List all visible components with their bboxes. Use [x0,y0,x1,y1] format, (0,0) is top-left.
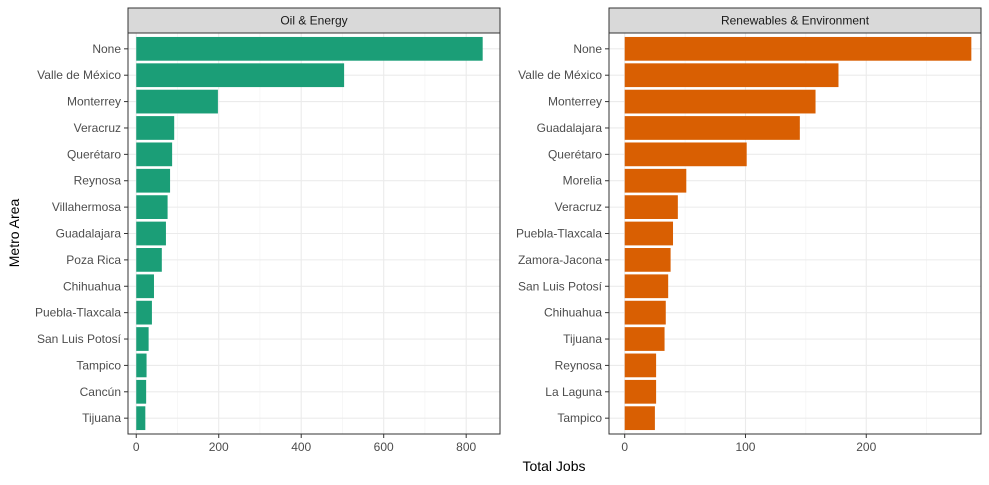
bar [624,327,665,351]
x-tick-label: 0 [621,440,628,454]
y-tick-label: Puebla-Tlaxcala [516,227,602,241]
bar [136,327,149,351]
bar [624,36,972,61]
y-tick-label: Morelia [563,174,603,188]
y-tick-label: Tijuana [82,411,121,425]
y-tick-label: Monterrey [548,95,602,109]
x-tick-label: 200 [209,440,229,454]
bar [624,274,669,299]
y-tick-label: Zamora-Jacona [518,253,602,267]
y-tick-label: Tampico [76,358,121,372]
y-tick-label: None [573,42,602,56]
bar [136,353,147,378]
y-tick-label: None [92,42,121,56]
y-tick-label: Puebla-Tlaxcala [35,306,121,320]
x-tick-label: 600 [374,440,394,454]
x-tick-label: 100 [735,440,755,454]
bar [624,63,839,88]
panel-2-strip [608,7,982,34]
bar [624,195,678,219]
bar [136,274,154,299]
y-axis-title: Metro Area [6,199,22,268]
bar [624,379,657,404]
y-tick-label: San Luis Potosí [518,279,603,293]
bar [136,221,166,246]
x-tick-label: 0 [133,440,140,454]
y-tick-label: Querétaro [67,147,121,161]
bar [624,248,671,272]
y-tick-label: Cancún [80,385,121,399]
panel-title: Oil & Energy [280,14,347,28]
bar [624,116,800,140]
panel-1-strip [127,7,501,34]
y-tick-label: La Laguna [545,385,602,399]
y-tick-label: Guadalajara [537,121,603,135]
y-tick-label: Chihuahua [544,306,602,320]
y-tick-label: Tijuana [563,332,602,346]
bar [624,142,747,167]
y-tick-label: Guadalajara [56,227,122,241]
y-tick-label: San Luis Potosí [37,332,122,346]
bar [624,168,687,193]
x-tick-label: 400 [291,440,311,454]
y-tick-label: Villahermosa [52,200,121,214]
bar [624,300,666,325]
y-tick-label: Poza Rica [66,253,121,267]
x-tick-label: 800 [456,440,476,454]
bar [624,89,816,114]
bar [136,168,171,193]
bar [136,248,162,272]
y-tick-label: Veracruz [74,121,121,135]
bar [136,142,173,167]
y-tick-label: Valle de México [37,68,121,82]
y-tick-label: Tampico [557,411,602,425]
y-tick-label: Chihuahua [63,279,121,293]
bar [624,221,674,246]
bar [136,300,152,325]
x-tick-label: 200 [856,440,876,454]
y-tick-label: Reynosa [555,358,603,372]
y-tick-label: Valle de México [518,68,602,82]
x-axis-title: Total Jobs [522,458,585,474]
panel-title: Renewables & Environment [721,14,870,28]
bar [136,116,175,140]
bar [136,36,483,61]
y-tick-label: Veracruz [555,200,602,214]
y-tick-label: Monterrey [67,95,121,109]
bar [136,89,218,114]
y-tick-label: Querétaro [548,147,602,161]
bar [136,379,147,404]
y-tick-label: Reynosa [74,174,122,188]
bar [136,195,168,219]
bar [136,63,345,88]
bar [624,353,657,378]
bar [624,406,655,431]
bar [136,406,146,431]
